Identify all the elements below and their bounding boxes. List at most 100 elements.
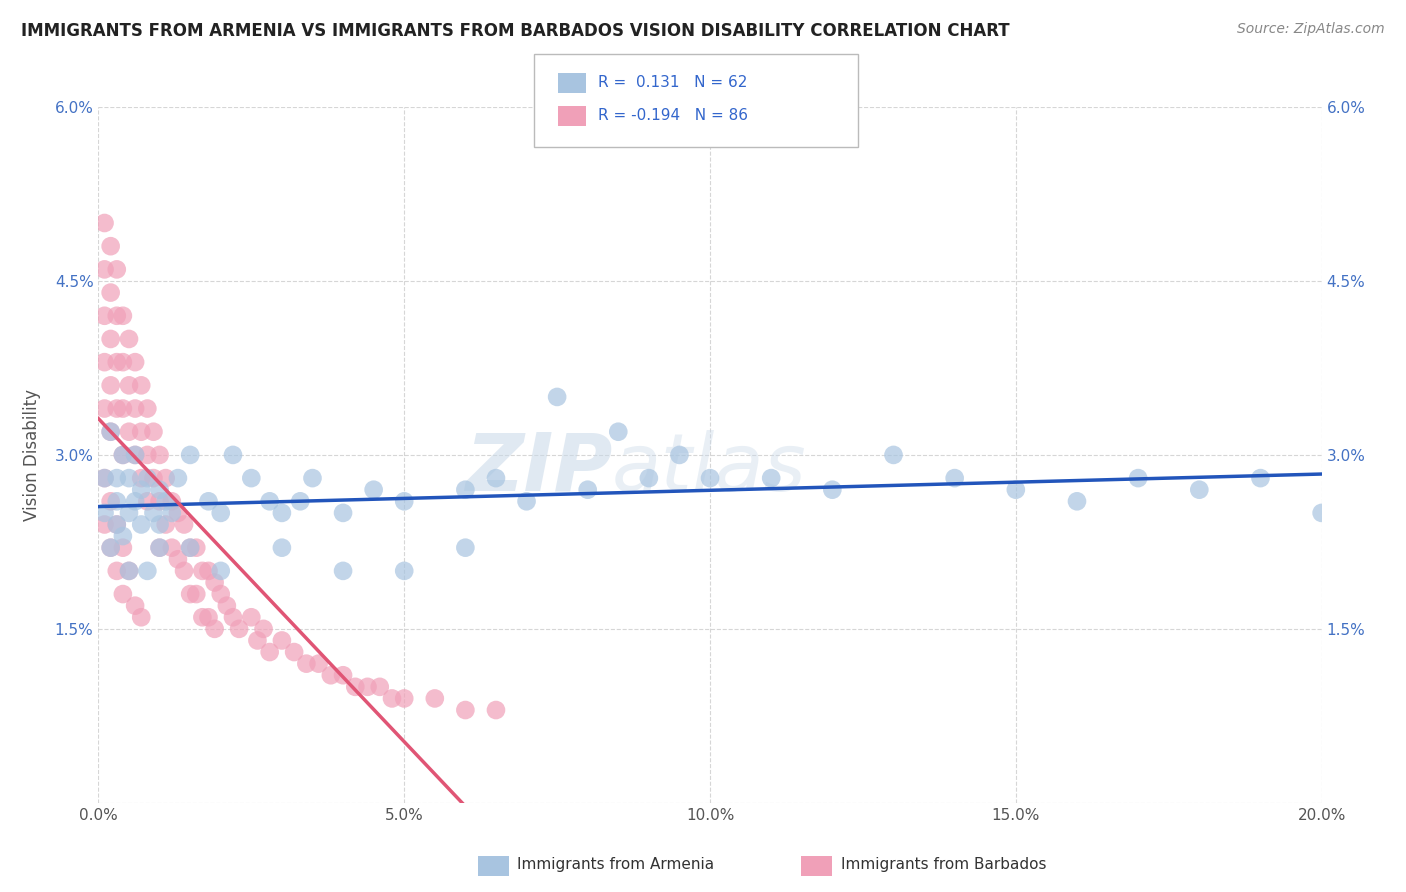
Point <box>124 355 146 369</box>
Point <box>179 541 201 555</box>
Point <box>392 691 416 706</box>
Point <box>100 425 122 439</box>
Point <box>105 355 128 369</box>
Point <box>259 645 281 659</box>
Point <box>111 448 134 462</box>
Point <box>485 703 508 717</box>
Text: R = -0.194   N = 86: R = -0.194 N = 86 <box>598 109 748 123</box>
Point <box>100 541 122 555</box>
Point <box>93 355 115 369</box>
Point <box>149 517 172 532</box>
Point <box>124 448 146 462</box>
Point <box>105 471 128 485</box>
Point <box>129 517 152 532</box>
Point <box>136 564 159 578</box>
Point <box>283 645 305 659</box>
Point <box>93 471 115 485</box>
Point <box>100 239 122 253</box>
Point <box>308 657 330 671</box>
Point <box>204 622 226 636</box>
Point <box>111 309 134 323</box>
Point <box>252 622 274 636</box>
Point <box>105 309 128 323</box>
Point <box>319 668 342 682</box>
Point <box>167 552 190 566</box>
Point <box>124 448 146 462</box>
Point <box>222 610 245 624</box>
Point <box>149 541 172 555</box>
Point <box>111 401 134 416</box>
Point <box>124 401 146 416</box>
Point <box>173 517 195 532</box>
Point <box>149 494 172 508</box>
Point <box>209 587 232 601</box>
Point <box>204 575 226 590</box>
Point <box>821 483 844 497</box>
Point <box>1249 471 1271 485</box>
Point <box>155 517 177 532</box>
Point <box>1066 494 1088 508</box>
Point <box>129 610 152 624</box>
Point <box>179 587 201 601</box>
Point <box>118 332 141 346</box>
Point <box>668 448 690 462</box>
Point <box>124 599 146 613</box>
Text: atlas: atlas <box>612 430 807 508</box>
Text: Immigrants from Armenia: Immigrants from Armenia <box>517 857 714 871</box>
Point <box>142 506 165 520</box>
Point <box>129 483 152 497</box>
Point <box>516 494 538 508</box>
Point <box>454 703 477 717</box>
Point <box>228 622 250 636</box>
Point <box>124 494 146 508</box>
Point <box>1004 483 1026 497</box>
Point <box>167 471 190 485</box>
Point <box>105 517 128 532</box>
Point <box>197 610 219 624</box>
Point <box>105 262 128 277</box>
Point <box>332 564 354 578</box>
Point <box>332 506 354 520</box>
Point <box>93 401 115 416</box>
Point <box>167 506 190 520</box>
Point <box>186 587 208 601</box>
Point <box>1310 506 1333 520</box>
Point <box>186 541 208 555</box>
Point <box>142 425 165 439</box>
Point <box>93 471 115 485</box>
Point <box>111 541 134 555</box>
Point <box>576 483 599 497</box>
Point <box>1188 483 1211 497</box>
Point <box>100 494 122 508</box>
Point <box>191 610 214 624</box>
Point <box>240 610 263 624</box>
Point <box>392 564 416 578</box>
Point <box>136 448 159 462</box>
Point <box>485 471 508 485</box>
Point <box>136 401 159 416</box>
Point <box>105 494 128 508</box>
Point <box>100 332 122 346</box>
Point <box>270 541 292 555</box>
Point <box>191 564 214 578</box>
Point <box>118 378 141 392</box>
Point <box>149 483 172 497</box>
Point <box>155 494 177 508</box>
Point <box>295 657 318 671</box>
Point <box>118 425 141 439</box>
Point <box>454 483 477 497</box>
Point <box>197 494 219 508</box>
Point <box>160 506 183 520</box>
Point <box>111 587 134 601</box>
Point <box>423 691 446 706</box>
Point <box>100 378 122 392</box>
Point <box>105 401 128 416</box>
Point <box>93 517 115 532</box>
Point <box>222 448 245 462</box>
Point <box>381 691 404 706</box>
Point <box>344 680 367 694</box>
Point <box>179 541 201 555</box>
Point <box>129 425 152 439</box>
Point <box>240 471 263 485</box>
Point <box>93 262 115 277</box>
